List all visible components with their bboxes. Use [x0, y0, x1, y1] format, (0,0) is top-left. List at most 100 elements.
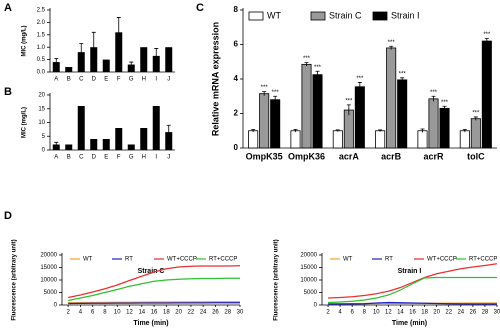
- bar: [77, 52, 85, 72]
- error-bar: [79, 43, 84, 61]
- x-tick-label: 18: [421, 310, 428, 316]
- error-bar: [400, 77, 405, 82]
- x-tick-label: 18: [163, 310, 170, 316]
- significance-label: ***: [388, 40, 396, 46]
- legend-label: RT+CCCP: [209, 257, 237, 263]
- bar: [386, 47, 397, 149]
- error-bar: [389, 45, 394, 50]
- error-bar: [154, 48, 159, 64]
- significance-label: ***: [430, 90, 438, 96]
- legend-label: RT+CCCP: [469, 257, 497, 263]
- y-tick-label: 15000: [300, 265, 317, 271]
- x-tick-label: OmpK35: [246, 151, 283, 161]
- bar: [470, 118, 481, 149]
- y-tick-label: 0: [54, 303, 58, 309]
- y-tick-label: 6: [234, 40, 239, 49]
- x-tick-label: H: [142, 77, 146, 83]
- legend-label: WT+CCCP: [167, 257, 197, 263]
- bar: [127, 64, 135, 72]
- panel-label: A: [4, 2, 12, 14]
- bar: [343, 109, 354, 149]
- y-tick-label: 2: [234, 109, 239, 118]
- x-tick-label: acrB: [381, 151, 402, 161]
- x-tick-label: 26: [470, 310, 477, 316]
- y-tick-label: 0: [42, 148, 46, 154]
- bar: [332, 130, 343, 149]
- error-bar: [484, 38, 489, 44]
- x-tick-label: B: [67, 77, 71, 83]
- y-axis-label: MIC (mg/L): [22, 107, 28, 138]
- y-axis-label: Fluorescence (arbitrary unit): [274, 239, 280, 320]
- x-tick-label: F: [117, 77, 121, 83]
- bar: [375, 130, 386, 149]
- line: [328, 276, 497, 304]
- legend-label: Strain I: [391, 10, 420, 20]
- legend-label: Strain C: [329, 10, 362, 20]
- bar: [152, 106, 160, 150]
- x-tick-label: A: [54, 77, 58, 83]
- y-tick-label: 0: [234, 143, 239, 152]
- x-tick-label: I: [155, 155, 157, 161]
- error-bar: [442, 105, 447, 111]
- legend-label: RT: [125, 257, 133, 263]
- legend-label: WT: [343, 257, 353, 263]
- y-axis-label: Fluorescence (arbitrary unit): [12, 239, 18, 320]
- legend-label: WT+CCCP: [427, 257, 457, 263]
- error-bar: [462, 128, 467, 133]
- legend-label: WT: [267, 10, 281, 20]
- significance-label: ***: [303, 56, 311, 62]
- bar: [115, 128, 123, 150]
- chart-title: Strain I: [398, 268, 422, 275]
- bar: [301, 63, 312, 149]
- bar: [459, 130, 470, 149]
- bar: [165, 132, 173, 150]
- x-tick-label: 28: [482, 310, 489, 316]
- panel-label: B: [4, 86, 12, 98]
- x-tick-label: 26: [212, 310, 219, 316]
- x-tick-label: 4: [338, 310, 342, 316]
- x-tick-label: 8: [103, 310, 107, 316]
- line: [68, 265, 241, 299]
- y-tick-label: 15: [38, 106, 45, 112]
- legend-swatch: [372, 11, 388, 21]
- x-tick-label: A: [54, 155, 58, 161]
- x-tick-label: 4: [79, 310, 83, 316]
- error-bar: [315, 70, 320, 79]
- x-tick-label: D: [92, 77, 97, 83]
- y-tick-label: 10: [38, 120, 45, 126]
- error-bar: [166, 124, 171, 139]
- x-tick-label: G: [129, 77, 134, 83]
- y-tick-label: 4: [234, 74, 239, 83]
- bar: [52, 62, 60, 72]
- x-tick-label: C: [79, 77, 84, 83]
- y-tick-label: 20000: [40, 253, 57, 259]
- significance-label: ***: [356, 76, 364, 82]
- bar: [115, 32, 123, 72]
- y-tick-label: 5000: [44, 290, 58, 296]
- error-bar: [346, 104, 351, 116]
- x-tick-label: acrA: [339, 151, 360, 161]
- legend-swatch: [248, 11, 264, 21]
- x-tick-label: 10: [373, 310, 380, 316]
- x-tick-label: J: [167, 77, 170, 83]
- bar: [140, 128, 148, 150]
- x-axis-label: Time (min): [133, 320, 168, 327]
- y-tick-label: 5: [42, 134, 46, 140]
- bar: [312, 74, 323, 149]
- x-tick-label: tolC: [467, 151, 485, 161]
- bar: [354, 86, 365, 149]
- significance-label: ***: [314, 65, 322, 71]
- bar: [140, 47, 148, 72]
- bar: [259, 93, 270, 149]
- error-bar: [304, 62, 309, 67]
- x-tick-label: D: [92, 155, 97, 161]
- legend-label: RT: [385, 257, 393, 263]
- bar: [397, 79, 408, 149]
- legend-label: WT: [83, 257, 93, 263]
- error-bar: [378, 129, 383, 132]
- y-tick-label: 1.5: [37, 32, 46, 38]
- bar: [65, 144, 73, 150]
- bar: [90, 139, 98, 150]
- x-tick-label: 24: [200, 310, 207, 316]
- x-tick-label: 2: [326, 310, 330, 316]
